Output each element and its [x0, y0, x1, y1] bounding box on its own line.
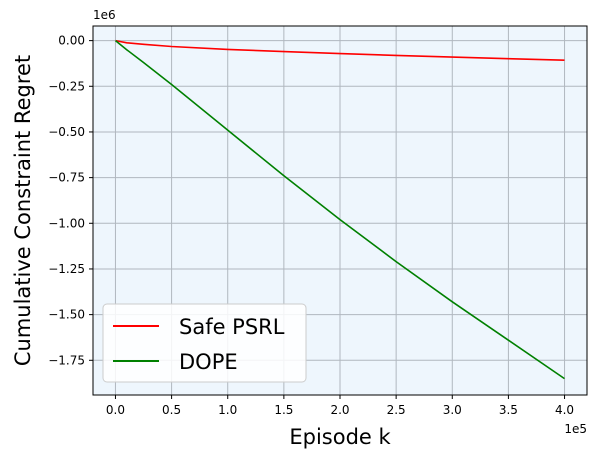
x-tick-label: 3.5 — [499, 403, 518, 417]
x-tick-label: 0.5 — [162, 403, 181, 417]
y-tick-label: −0.25 — [48, 79, 85, 93]
x-axis-ticks: 0.0 0.5 1.0 1.5 2.0 2.5 3.0 3.5 4.0 — [106, 395, 574, 417]
y-tick-label: −1.25 — [48, 262, 85, 276]
y-tick-label: −0.75 — [48, 171, 85, 185]
legend-label-safe-psrl: Safe PSRL — [179, 315, 285, 339]
x-tick-label: 2.0 — [330, 403, 349, 417]
y-axis-ticks: 0.00 −0.25 −0.50 −0.75 −1.00 −1.25 −1.50 −1.75 — [48, 34, 93, 367]
x-axis-title: Episode k — [289, 425, 391, 449]
grid-lines — [93, 26, 587, 395]
legend-label-dope: DOPE — [179, 350, 238, 374]
series-line-1 — [114, 39, 565, 380]
series-line-0 — [115, 39, 565, 61]
y-tick-label: −1.00 — [48, 216, 85, 230]
legend: Safe PSRL DOPE — [102, 303, 307, 383]
x-tick-label: 3.0 — [443, 403, 462, 417]
x-tick-label: 2.5 — [387, 403, 406, 417]
y-tick-label: 0.00 — [58, 34, 85, 48]
x-axis-offset-label: 1e5 — [564, 422, 587, 436]
x-tick-label: 1.0 — [218, 403, 237, 417]
y-axis-title: Cumulative Constraint Regret — [11, 55, 35, 366]
x-tick-label: 1.5 — [274, 403, 293, 417]
y-tick-label: −0.50 — [48, 125, 85, 139]
x-tick-label: 0.0 — [106, 403, 125, 417]
y-tick-label: −1.75 — [48, 353, 85, 367]
y-tick-label: −1.50 — [48, 308, 85, 322]
legend-box — [102, 303, 307, 383]
y-axis-offset-label: 1e6 — [93, 8, 116, 22]
x-tick-label: 4.0 — [555, 403, 574, 417]
series-layer — [114, 39, 565, 380]
